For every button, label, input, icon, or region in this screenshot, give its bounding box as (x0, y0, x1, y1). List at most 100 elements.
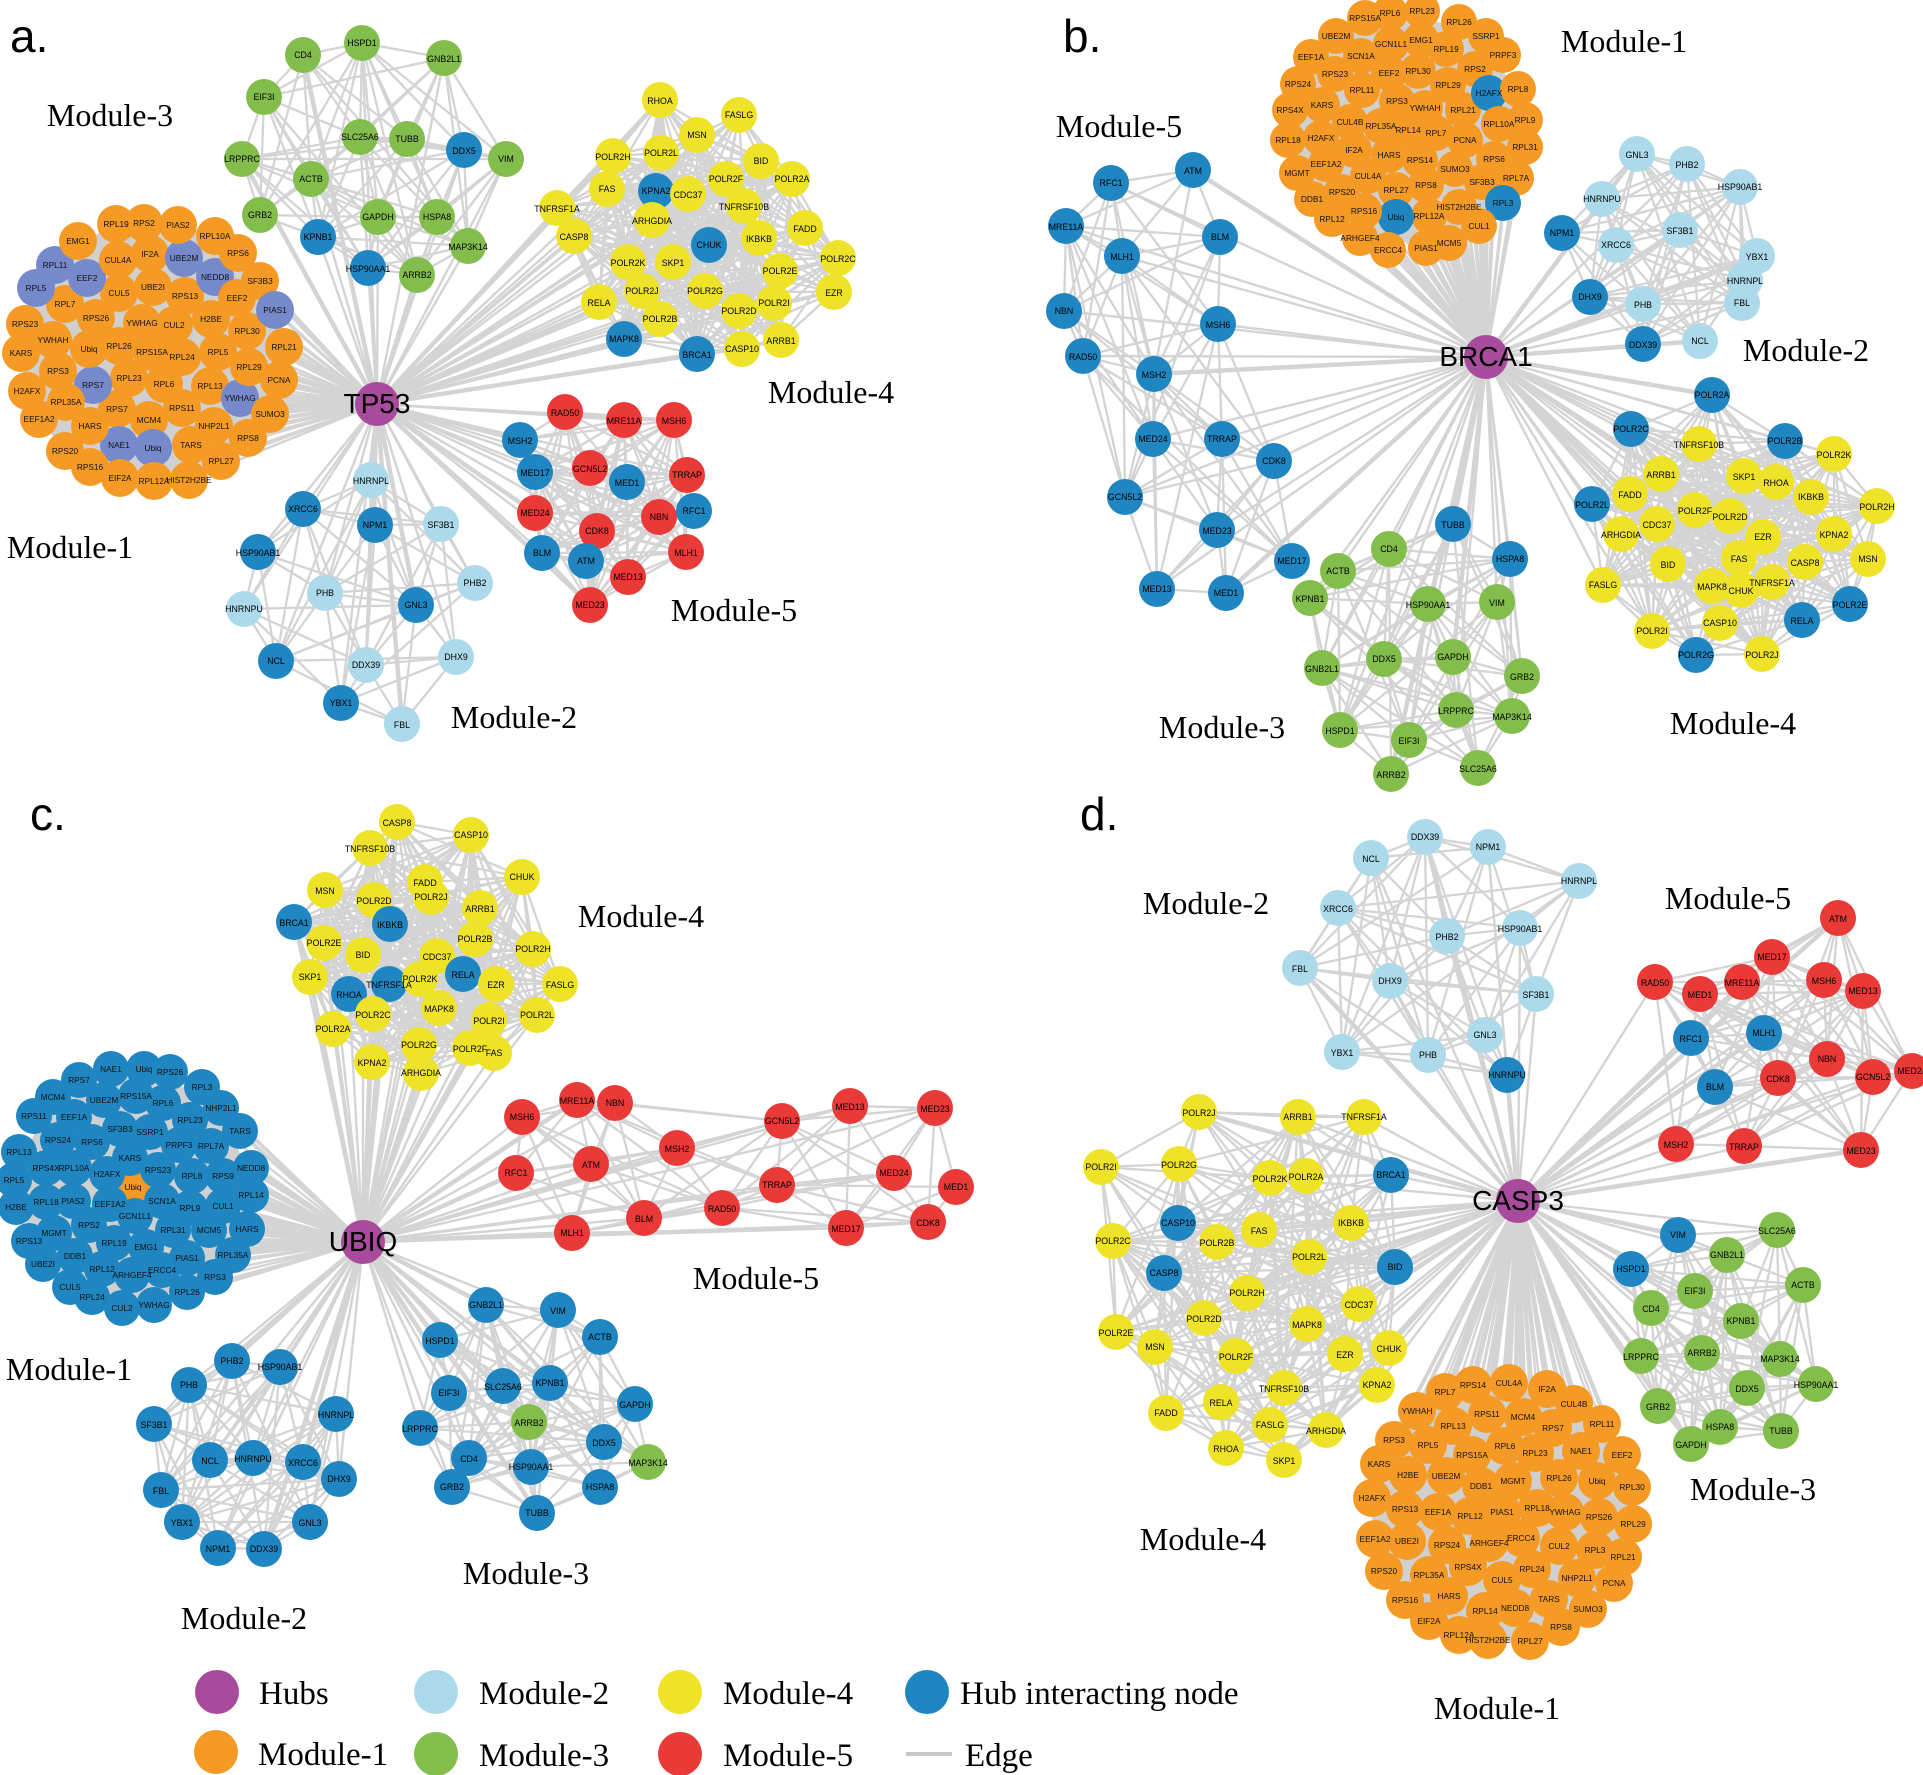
svg-text:RPS26: RPS26 (157, 1067, 184, 1077)
svg-text:KPNB1: KPNB1 (1296, 594, 1325, 604)
svg-text:SCN1A: SCN1A (148, 1196, 176, 1206)
svg-text:TRRAP: TRRAP (762, 1180, 792, 1190)
svg-text:HNRNPU: HNRNPU (225, 604, 263, 614)
svg-text:DDX39: DDX39 (352, 660, 380, 670)
svg-text:RPL14: RPL14 (1395, 125, 1421, 135)
svg-text:IKBKB: IKBKB (1338, 1218, 1364, 1228)
svg-text:RELA: RELA (1210, 1398, 1233, 1408)
svg-text:CHUK: CHUK (1729, 586, 1754, 596)
svg-text:RPL8: RPL8 (1508, 84, 1529, 94)
svg-text:EZR: EZR (1336, 1350, 1354, 1360)
svg-text:RPL21: RPL21 (1610, 1552, 1636, 1562)
svg-text:RPL11: RPL11 (43, 260, 68, 270)
svg-text:MED23: MED23 (1846, 1146, 1875, 1156)
svg-text:H2BE: H2BE (1397, 1470, 1419, 1480)
svg-text:DHX9: DHX9 (444, 652, 468, 662)
svg-text:RPL24: RPL24 (169, 352, 195, 362)
svg-text:YWHAH: YWHAH (1402, 1406, 1433, 1416)
svg-text:H2AFX: H2AFX (14, 386, 41, 396)
svg-text:RPS15A: RPS15A (136, 347, 168, 357)
svg-text:RPL24: RPL24 (1519, 1564, 1545, 1574)
svg-text:RPS16: RPS16 (1351, 206, 1378, 216)
svg-text:ARRB2: ARRB2 (1376, 770, 1405, 780)
svg-text:RPS2: RPS2 (133, 218, 155, 228)
svg-text:TNFRSF10B: TNFRSF10B (345, 844, 395, 854)
svg-text:HARS: HARS (1377, 150, 1401, 160)
svg-text:GAPDH: GAPDH (1675, 1440, 1706, 1450)
svg-text:EEF1A2: EEF1A2 (95, 1199, 126, 1209)
svg-text:RPL5: RPL5 (26, 283, 47, 293)
svg-text:GNB2L1: GNB2L1 (469, 1300, 503, 1310)
svg-text:MRE11A: MRE11A (607, 416, 642, 426)
svg-text:TP53: TP53 (344, 388, 411, 419)
svg-text:RPL35A: RPL35A (1366, 121, 1397, 131)
svg-text:POLR2D: POLR2D (721, 306, 756, 316)
svg-text:YBX1: YBX1 (171, 1518, 194, 1528)
svg-text:GNL3: GNL3 (1474, 1030, 1497, 1040)
svg-text:GNL3: GNL3 (299, 1518, 322, 1528)
svg-text:MAP3K14: MAP3K14 (1760, 1354, 1800, 1364)
svg-text:FASLG: FASLG (546, 980, 575, 990)
svg-text:NCL: NCL (267, 656, 285, 666)
svg-text:RPS2: RPS2 (78, 1220, 100, 1230)
svg-text:HSP90AA1: HSP90AA1 (1794, 1380, 1839, 1390)
svg-text:POLR2B: POLR2B (1200, 1238, 1235, 1248)
svg-text:HSP90AA1: HSP90AA1 (509, 1462, 554, 1472)
svg-text:CD4: CD4 (294, 50, 312, 60)
svg-text:BRCA1: BRCA1 (682, 350, 711, 360)
svg-text:b.: b. (1063, 10, 1101, 62)
svg-text:Module-1: Module-1 (258, 1737, 388, 1773)
svg-text:MSH2: MSH2 (508, 436, 533, 446)
svg-text:TARS: TARS (180, 440, 202, 450)
svg-text:Module-3: Module-3 (463, 1555, 589, 1591)
svg-text:RPS13: RPS13 (16, 1236, 43, 1246)
svg-text:RPL13: RPL13 (1440, 1421, 1466, 1431)
svg-text:EIF3I: EIF3I (253, 92, 274, 102)
svg-text:POLR2A: POLR2A (1289, 1172, 1324, 1182)
svg-text:ARHGDIA: ARHGDIA (1306, 1426, 1346, 1436)
svg-text:RPL26: RPL26 (1546, 1473, 1572, 1483)
svg-text:CUL2: CUL2 (163, 320, 185, 330)
svg-text:Module-4: Module-4 (1670, 705, 1796, 741)
svg-text:PHB: PHB (180, 1380, 198, 1390)
svg-text:EEF1A2: EEF1A2 (1360, 1534, 1391, 1544)
svg-text:RHOA: RHOA (1763, 478, 1789, 488)
svg-text:ARRB1: ARRB1 (1646, 470, 1675, 480)
svg-text:RPL10A: RPL10A (200, 231, 231, 241)
svg-text:SSRP1: SSRP1 (136, 1127, 164, 1137)
svg-text:YWHAG: YWHAG (224, 393, 255, 403)
svg-text:DDX5: DDX5 (592, 1438, 616, 1448)
svg-text:CUL4B: CUL4B (1337, 117, 1364, 127)
svg-text:RPS14: RPS14 (1407, 155, 1434, 165)
svg-text:RPL7: RPL7 (1426, 128, 1447, 138)
svg-text:MSN: MSN (1858, 554, 1878, 564)
svg-text:CUL1: CUL1 (212, 1201, 234, 1211)
svg-text:POLR2D: POLR2D (1186, 1314, 1221, 1324)
svg-text:RFC1: RFC1 (505, 1168, 528, 1178)
svg-text:RPS3: RPS3 (1386, 96, 1408, 106)
svg-text:RPL27: RPL27 (208, 456, 234, 466)
svg-text:H2AFX: H2AFX (94, 1169, 121, 1179)
svg-text:RPL10A: RPL10A (59, 1163, 90, 1173)
svg-text:DDX5: DDX5 (1735, 1384, 1759, 1394)
svg-text:RPL3: RPL3 (1585, 1545, 1606, 1555)
svg-text:BID: BID (754, 156, 769, 166)
svg-text:Module-1: Module-1 (6, 1351, 132, 1387)
svg-text:RPS8: RPS8 (237, 433, 259, 443)
svg-text:TNFRSF1A: TNFRSF1A (1341, 1112, 1387, 1122)
svg-text:MAP3K14: MAP3K14 (628, 1458, 668, 1468)
svg-text:Module-3: Module-3 (1690, 1471, 1816, 1507)
svg-text:RPS23: RPS23 (1322, 69, 1349, 79)
svg-text:EIF2A: EIF2A (108, 473, 132, 483)
svg-text:ARRB1: ARRB1 (465, 904, 494, 914)
svg-text:Module-5: Module-5 (1056, 108, 1182, 144)
svg-text:KPNA2: KPNA2 (1363, 1380, 1392, 1390)
svg-text:MED23: MED23 (1202, 526, 1231, 536)
svg-text:RPL31: RPL31 (1512, 142, 1538, 152)
svg-text:RPL10A: RPL10A (1484, 119, 1515, 129)
svg-text:CDK8: CDK8 (585, 526, 609, 536)
svg-text:RHOA: RHOA (1213, 1444, 1239, 1454)
svg-text:GRB2: GRB2 (248, 210, 272, 220)
svg-text:RPS7: RPS7 (68, 1075, 90, 1085)
svg-text:RPL14: RPL14 (238, 1190, 264, 1200)
